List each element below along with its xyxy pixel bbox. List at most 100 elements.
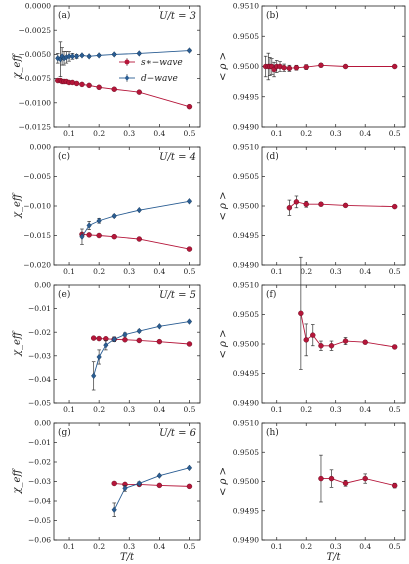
y-tick-label: −0.02 (28, 458, 51, 467)
x-tick-label: 0.2 (300, 129, 312, 138)
data-point (318, 62, 324, 68)
data-point (362, 475, 368, 482)
data-point (156, 323, 162, 330)
y-tick-label: −0.05 (28, 516, 51, 525)
y-tick-label: 0.9510 (233, 281, 259, 290)
y-tick-label: −0.05 (28, 399, 51, 408)
data-point (156, 482, 163, 489)
data-point (136, 50, 142, 57)
data-point (318, 475, 324, 482)
y-tick-label: 0.9505 (233, 32, 259, 41)
x-tick-label: 0.4 (359, 542, 371, 551)
panel-tag: (g) (58, 427, 71, 438)
x-tick-label: 0.3 (123, 129, 135, 138)
data-point (136, 327, 142, 335)
y-tick-label: 0.9490 (233, 399, 259, 408)
series-d-wave (55, 41, 193, 78)
data-point (391, 63, 398, 70)
legend-marker (124, 59, 130, 65)
x-tick-label: 0.3 (123, 542, 135, 551)
data-point (298, 310, 304, 317)
y-tick-label: 0.9505 (233, 172, 259, 181)
data-point (318, 201, 324, 207)
y-tick-label: −0.01 (28, 438, 51, 447)
x-axis-label: T/t (120, 552, 135, 563)
data-point (186, 318, 193, 325)
panel-g: 0.1 0.2 0.3 0.4 0.5 0.00 −0.01 −0.02 −0.03 −0.04 −… (12, 419, 201, 563)
x-tick-label: 0.4 (153, 405, 165, 414)
panel-tag: (d) (266, 151, 279, 162)
y-tick-label: −0.010 (23, 202, 51, 211)
data-point (286, 65, 293, 72)
data-point (342, 63, 349, 70)
data-point (303, 201, 309, 207)
y-tick-label: 0.9490 (233, 123, 259, 132)
data-point (328, 475, 335, 482)
data-point (310, 332, 316, 338)
x-tick-label: 0.4 (153, 267, 165, 276)
y-tick-label: 0.9510 (233, 419, 259, 428)
y-tick-label: −0.0100 (18, 98, 51, 107)
data-point (86, 82, 92, 89)
panel-tag: (f) (266, 289, 276, 300)
data-point (96, 217, 102, 224)
data-point (156, 472, 162, 479)
data-point (293, 199, 300, 205)
data-point (96, 353, 102, 361)
data-point (328, 343, 335, 349)
y-tick-label: 0.9490 (233, 261, 259, 270)
data-point (96, 232, 102, 239)
plot-frame (53, 284, 201, 404)
data-point (391, 203, 398, 210)
data-point (96, 84, 102, 91)
legend-label: s∗−wave (141, 58, 183, 68)
data-point (391, 344, 398, 350)
data-point (69, 53, 75, 60)
x-tick-label: 0.5 (389, 267, 401, 276)
legend-label: d−wave (141, 74, 178, 84)
data-point (111, 336, 117, 343)
panel-tag: (h) (266, 427, 279, 438)
data-point (186, 47, 193, 54)
y-axis-label: χ_eff (12, 53, 23, 80)
data-point (318, 343, 324, 349)
panel-annotation: U/t = 4 (159, 152, 196, 163)
plot-frame (53, 5, 201, 128)
x-tick-label: 0.5 (389, 129, 401, 138)
data-point (186, 103, 193, 110)
x-tick-label: 0.3 (330, 405, 342, 414)
data-point (86, 232, 92, 238)
y-tick-label: 0.9500 (233, 477, 259, 486)
y-tick-label: −0.0025 (18, 26, 51, 35)
data-point (122, 331, 128, 338)
y-tick-label: 0.9495 (233, 231, 259, 240)
data-point (111, 506, 117, 513)
y-tick-label: 0.9495 (233, 506, 259, 515)
data-point (79, 233, 85, 240)
panel-e: 0.1 0.2 0.3 0.4 0.5 0.00 −0.01 −0.02 −0.03 −0.04 −… (12, 281, 201, 414)
data-point (86, 53, 92, 60)
data-point (111, 212, 117, 220)
data-point (391, 482, 398, 489)
x-axis-label: T/t (326, 552, 341, 563)
series-line (93, 321, 190, 376)
x-tick-label: 0.1 (271, 267, 283, 276)
x-tick-label: 0.1 (63, 267, 75, 276)
panel-h: 0.1 0.2 0.3 0.4 0.5 0.9510 0.9505 0.9500 0.9495 0… (218, 419, 406, 563)
y-tick-label: 0.9495 (233, 92, 259, 101)
series-s-wave (318, 454, 398, 503)
x-tick-label: 0.4 (359, 405, 371, 414)
y-tick-label: 0.9500 (233, 62, 259, 71)
y-axis-label: χ_eff (12, 468, 23, 495)
x-tick-label: 0.1 (63, 405, 75, 414)
data-point (111, 480, 117, 487)
series-line (81, 200, 190, 237)
x-tick-label: 0.3 (123, 405, 135, 414)
y-tick-label: 0.00 (34, 419, 51, 428)
data-point (281, 65, 287, 71)
data-point (73, 80, 80, 87)
series-d-wave (79, 198, 193, 245)
y-axis-label: χ_eff (12, 330, 23, 357)
y-tick-label: −0.03 (28, 477, 51, 486)
y-tick-label: 0.9495 (233, 369, 259, 378)
